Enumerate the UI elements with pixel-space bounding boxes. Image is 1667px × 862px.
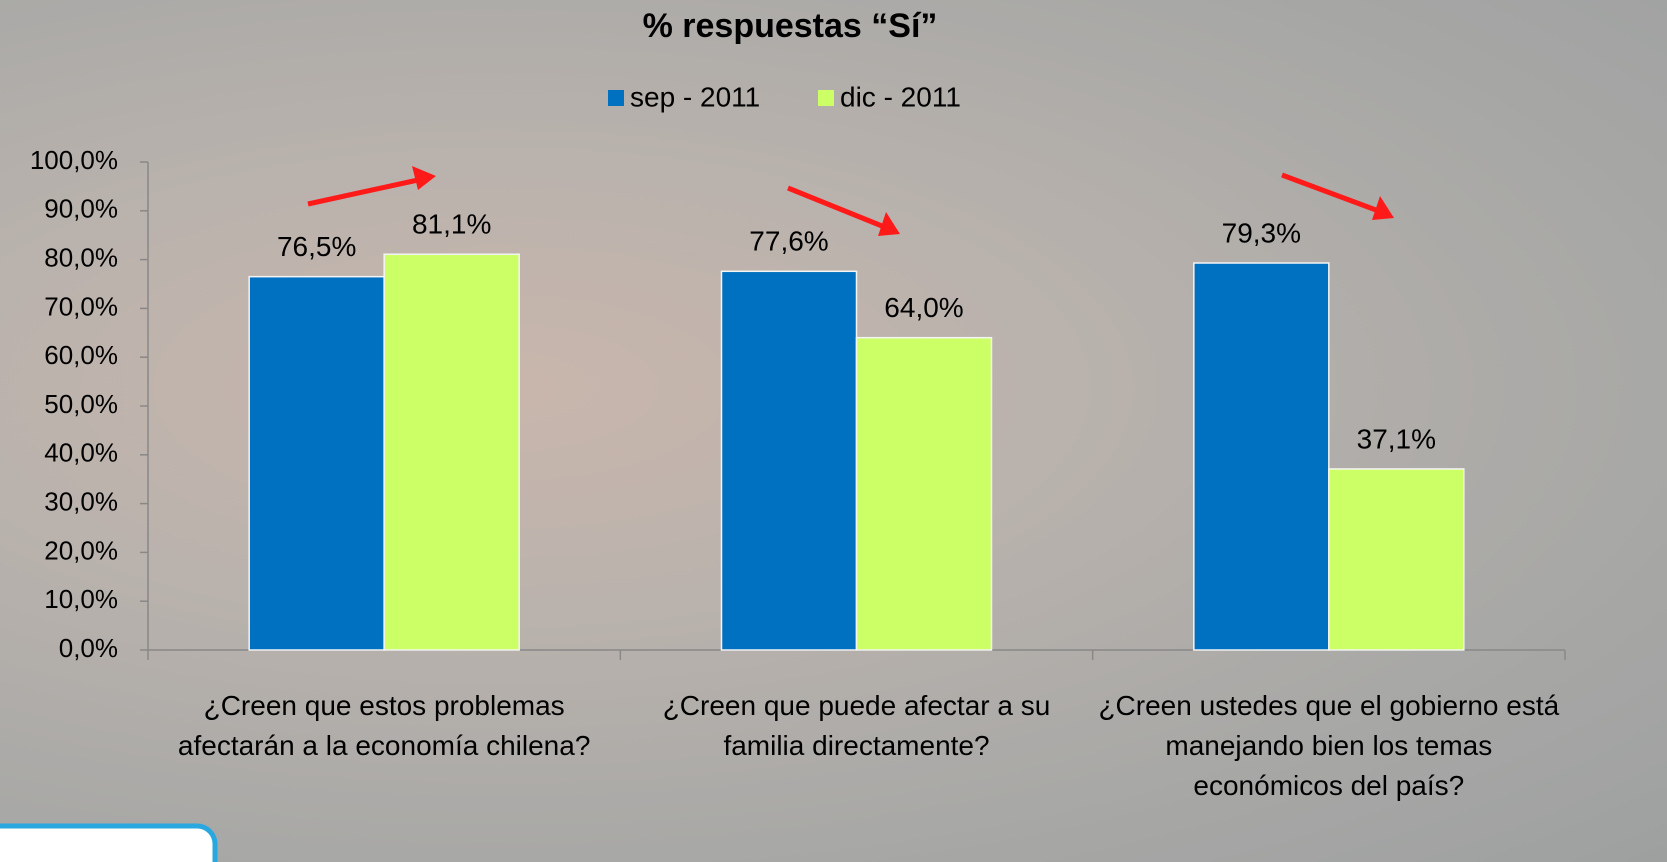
y-tick-label: 50,0%: [44, 389, 118, 419]
value-label: 76,5%: [277, 231, 356, 262]
y-tick-label: 30,0%: [44, 486, 118, 516]
value-label: 64,0%: [884, 292, 963, 323]
legend-swatch: [608, 90, 624, 106]
value-label: 81,1%: [412, 209, 491, 240]
value-label: 37,1%: [1357, 423, 1436, 454]
trend-arrows: [307, 166, 1394, 236]
y-tick-label: 70,0%: [44, 291, 118, 321]
bar: [383, 253, 520, 651]
legend-label: sep - 2011: [630, 81, 760, 112]
bar: [855, 336, 993, 651]
bar: [1328, 468, 1465, 651]
y-tick-label: 90,0%: [44, 194, 118, 224]
y-tick-label: 0,0%: [59, 633, 118, 663]
y-tick-label: 80,0%: [44, 242, 118, 272]
x-tick-label: ¿Creen que puede afectar a su familia di…: [662, 690, 1051, 761]
chart-title: % respuestas “Sí”: [643, 7, 938, 45]
y-tick-label: 20,0%: [44, 535, 118, 565]
y-tick-label: 10,0%: [44, 584, 118, 614]
bar: [1193, 262, 1330, 651]
x-tick-label: ¿Creen que estos problemas afectarán a l…: [177, 690, 591, 761]
value-label: 79,3%: [1222, 217, 1301, 248]
legend-label: dic - 2011: [840, 81, 961, 112]
x-tick-label: ¿Creen ustedes que el gobierno está mane…: [1098, 690, 1560, 801]
y-tick-label: 60,0%: [44, 340, 118, 370]
logo-tab: [0, 823, 218, 862]
bar: [720, 270, 858, 651]
y-tick-label: 40,0%: [44, 438, 118, 468]
y-tick-label: 100,0%: [30, 145, 118, 175]
value-label: 77,6%: [749, 226, 828, 257]
bar: [248, 275, 385, 651]
legend-swatch: [818, 90, 834, 106]
